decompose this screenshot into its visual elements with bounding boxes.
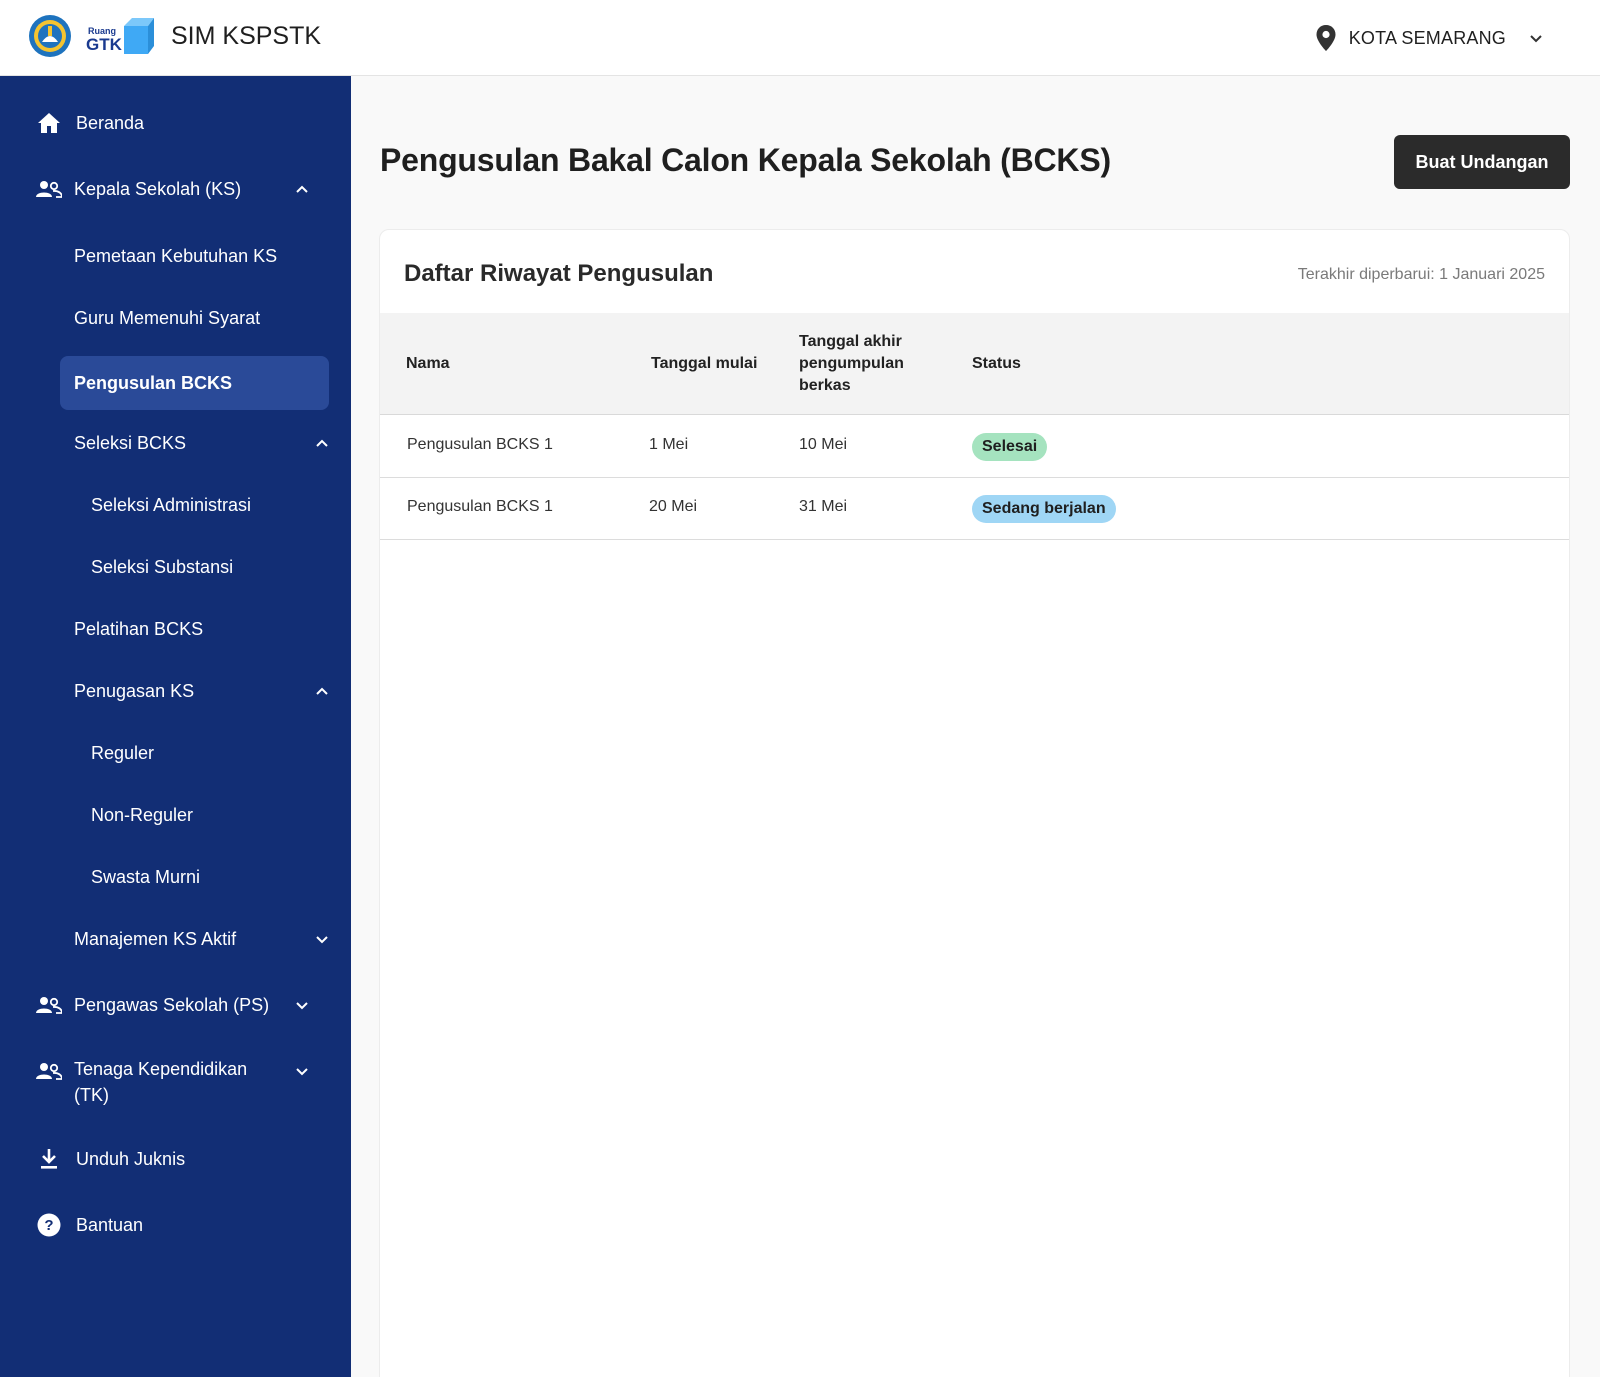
active-item-highlight [60,356,329,410]
table-header: Nama Tanggal mulai Tanggal akhir pengump… [380,313,1569,415]
sidebar-item-guru-syarat[interactable]: Guru Memenuhi Syarat [0,303,351,333]
column-header-line: berkas [799,377,851,394]
status-badge: Selesai [972,433,1048,461]
column-header-line: pengumpulan [799,355,904,372]
sidebar-item-label: Bantuan [76,1214,144,1235]
cell-tanggal-mulai: 20 Mei [649,498,698,515]
sidebar-item-unduh-juknis[interactable]: Unduh Juknis [0,1144,351,1174]
sidebar-item-seleksi-administrasi[interactable]: Seleksi Administrasi [0,490,351,520]
chevron-down-icon [316,936,328,944]
sidebar-item-label: Tenaga Kependidikan [74,1059,248,1079]
sidebar-item-pelatihan-bcks[interactable]: Pelatihan BCKS [0,614,351,644]
sidebar-nav: Beranda Kepala Sekolah (KS) Pemetaan Keb… [0,76,351,1377]
sidebar-item-kepala-sekolah[interactable]: Kepala Sekolah (KS) [0,174,351,204]
sidebar-item-label: Beranda [76,112,145,133]
people-icon [36,176,62,202]
cell-tanggal-akhir: 31 Mei [799,498,848,515]
sidebar-item-label: Kepala Sekolah (KS) [74,178,242,199]
sidebar-item-manajemen-ks[interactable]: Manajemen KS Aktif [0,924,351,954]
sidebar-item-seleksi-bcks[interactable]: Seleksi BCKS [0,428,351,458]
sidebar-item-label: Manajemen KS Aktif [74,928,237,949]
column-header-tanggal-mulai: Tanggal mulai [651,355,758,372]
cell-tanggal-akhir: 10 Mei [799,436,848,453]
column-header-line: Tanggal akhir [799,333,902,350]
column-header-status: Status [972,355,1021,372]
status-badge: Sedang berjalan [972,495,1116,523]
sidebar-item-label: Guru Memenuhi Syarat [74,307,261,328]
table-row[interactable]: Pengusulan BCKS 1 20 Mei 31 Mei Sedang b… [380,478,1569,540]
sidebar-item-label: Non-Reguler [91,804,194,825]
sidebar-item-label-line2: (TK) [74,1085,109,1105]
chevron-down-icon [1530,35,1542,43]
table-row[interactable]: Pengusulan BCKS 1 1 Mei 10 Mei Selesai [380,416,1569,478]
sidebar-item-label: Seleksi Substansi [91,556,234,577]
chevron-up-icon [316,687,328,695]
svg-text:?: ? [44,1217,53,1234]
sidebar-item-label: Seleksi BCKS [74,432,187,453]
last-updated-text: Terakhir diperbarui: 1 Januari 2025 [1297,266,1545,283]
sidebar-item-reguler[interactable]: Reguler [0,738,351,768]
sidebar-item-pengawas-sekolah[interactable]: Pengawas Sekolah (PS) [0,990,351,1020]
region-selector[interactable]: KOTA SEMARANG [1315,24,1544,52]
column-header-nama: Nama [406,355,450,372]
sidebar-item-bantuan[interactable]: ? Bantuan [0,1210,351,1240]
sidebar-item-label: Seleksi Administrasi [91,494,252,515]
card-title: Daftar Riwayat Pengusulan [404,260,714,287]
sidebar-item-label: Reguler [91,742,155,763]
download-icon [36,1146,62,1172]
chevron-down-icon [296,1002,308,1010]
help-icon: ? [36,1212,62,1238]
ruang-gtk-logo: Ruang GTK [86,18,154,56]
sidebar-item-label: Swasta Murni [91,866,201,887]
column-header-tanggal-akhir: Tanggal akhir pengumpulan berkas [799,331,904,397]
location-pin-icon [1316,25,1336,51]
app-title: SIM KSPSTK [171,22,322,50]
people-icon [36,1058,62,1084]
sidebar-item-label: Pengusulan BCKS [74,372,233,393]
chevron-up-icon [296,185,308,193]
region-label: KOTA SEMARANG [1348,27,1506,48]
sidebar-item-beranda[interactable]: Beranda [0,108,351,138]
chevron-up-icon [316,439,328,447]
logo-ruang-text: Ruang [88,26,116,36]
top-header: Ruang GTK SIM KSPSTK KOTA SEMARANG [0,0,1600,76]
sidebar-item-non-reguler[interactable]: Non-Reguler [0,800,351,830]
sidebar-item-tenaga-kependidikan[interactable]: Tenaga Kependidikan (TK) [0,1056,351,1112]
history-card: Daftar Riwayat Pengusulan Terakhir diper… [379,229,1570,1377]
sidebar-item-label: Penugasan KS [74,680,195,701]
logo-gtk-text: GTK [86,35,122,54]
sidebar-item-seleksi-substansi[interactable]: Seleksi Substansi [0,552,351,582]
kemendikbud-logo [28,14,72,58]
sidebar-item-pengusulan-bcks[interactable]: Pengusulan BCKS [0,368,351,398]
sidebar-item-label: Pengawas Sekolah (PS) [74,994,270,1015]
sidebar-item-label: Unduh Juknis [76,1148,186,1169]
home-icon [36,110,62,136]
sidebar-item-swasta-murni[interactable]: Swasta Murni [0,862,351,892]
page-title: Pengusulan Bakal Calon Kepala Sekolah (B… [380,142,1111,178]
buat-undangan-button[interactable]: Buat Undangan [1394,135,1570,189]
cell-tanggal-mulai: 1 Mei [649,436,689,453]
sidebar-item-pemetaan[interactable]: Pemetaan Kebutuhan KS [0,241,351,271]
sidebar-item-penugasan-ks[interactable]: Penugasan KS [0,676,351,706]
sidebar-item-label: Pemetaan Kebutuhan KS [74,245,278,266]
chevron-down-icon [296,1068,308,1076]
sidebar-item-label: Pelatihan BCKS [74,618,204,639]
people-icon [36,992,62,1018]
cell-nama: Pengusulan BCKS 1 [407,498,553,515]
cell-nama: Pengusulan BCKS 1 [407,436,553,453]
